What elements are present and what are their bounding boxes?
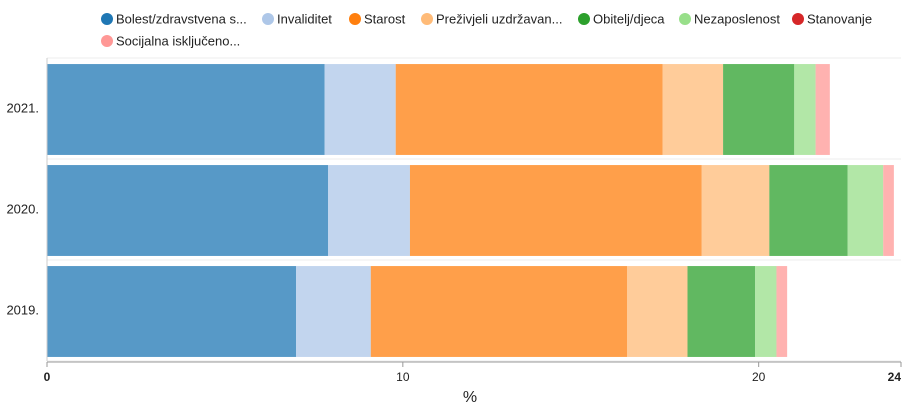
bar-1-5[interactable] <box>847 165 884 256</box>
bar-1-4[interactable] <box>769 165 848 256</box>
legend-marker-1[interactable] <box>262 13 274 25</box>
bar-1-3[interactable] <box>701 165 770 256</box>
bar-0-1[interactable] <box>324 64 396 155</box>
bar-1-1[interactable] <box>328 165 410 256</box>
x-tick-label-1: 10 <box>396 370 410 384</box>
legend-label-6[interactable]: Stanovanje <box>807 12 872 27</box>
legend: Bolest/zdravstvena s... Invaliditet Staros… <box>101 12 872 49</box>
bar-0-5[interactable] <box>794 64 816 155</box>
gridlines <box>47 57 901 362</box>
bar-0-4[interactable] <box>723 64 795 155</box>
bar-1-2[interactable] <box>409 165 702 256</box>
bar-2-5[interactable] <box>755 266 777 357</box>
legend-marker-0[interactable] <box>101 13 113 25</box>
bar-1-0[interactable] <box>47 165 329 256</box>
category-label-1: 2020. <box>6 202 39 217</box>
legend-marker-2[interactable] <box>349 13 361 25</box>
y-axis: 2021. 2020. 2019. <box>6 58 48 361</box>
bar-2-1[interactable] <box>296 266 371 357</box>
bar-0-7[interactable] <box>815 64 830 155</box>
bar-2-3[interactable] <box>627 266 688 357</box>
legend-label-1[interactable]: Invaliditet <box>277 12 332 27</box>
bar-2-4[interactable] <box>687 266 756 357</box>
legend-label-7[interactable]: Socijalna isključeno... <box>116 34 240 49</box>
legend-marker-3[interactable] <box>421 13 433 25</box>
bar-1-7[interactable] <box>883 165 894 256</box>
bar-2-2[interactable] <box>370 266 628 357</box>
bar-0-3[interactable] <box>662 64 724 155</box>
category-label-0: 2021. <box>6 101 39 116</box>
category-label-2: 2019. <box>6 303 39 318</box>
legend-marker-7[interactable] <box>101 35 113 47</box>
legend-marker-4[interactable] <box>578 13 590 25</box>
x-tick-label-2: 20 <box>752 370 766 384</box>
bars <box>47 64 894 357</box>
legend-label-0[interactable]: Bolest/zdravstvena s... <box>116 12 247 27</box>
x-tick-label-3: 24 <box>888 370 902 384</box>
x-tick-label-0: 0 <box>44 370 51 384</box>
x-axis-title: % <box>463 389 477 406</box>
legend-label-3[interactable]: Preživjeli uzdržavan... <box>436 12 562 27</box>
bar-0-2[interactable] <box>395 64 663 155</box>
legend-label-4[interactable]: Obitelj/djeca <box>593 12 665 27</box>
legend-label-5[interactable]: Nezaposlenost <box>694 12 780 27</box>
legend-marker-5[interactable] <box>679 13 691 25</box>
bar-2-7[interactable] <box>776 266 788 357</box>
legend-label-2[interactable]: Starost <box>364 12 406 27</box>
x-axis: 0 10 20 24 <box>44 361 902 384</box>
legend-marker-6[interactable] <box>792 13 804 25</box>
bar-2-0[interactable] <box>47 266 297 357</box>
bar-0-0[interactable] <box>47 64 325 155</box>
